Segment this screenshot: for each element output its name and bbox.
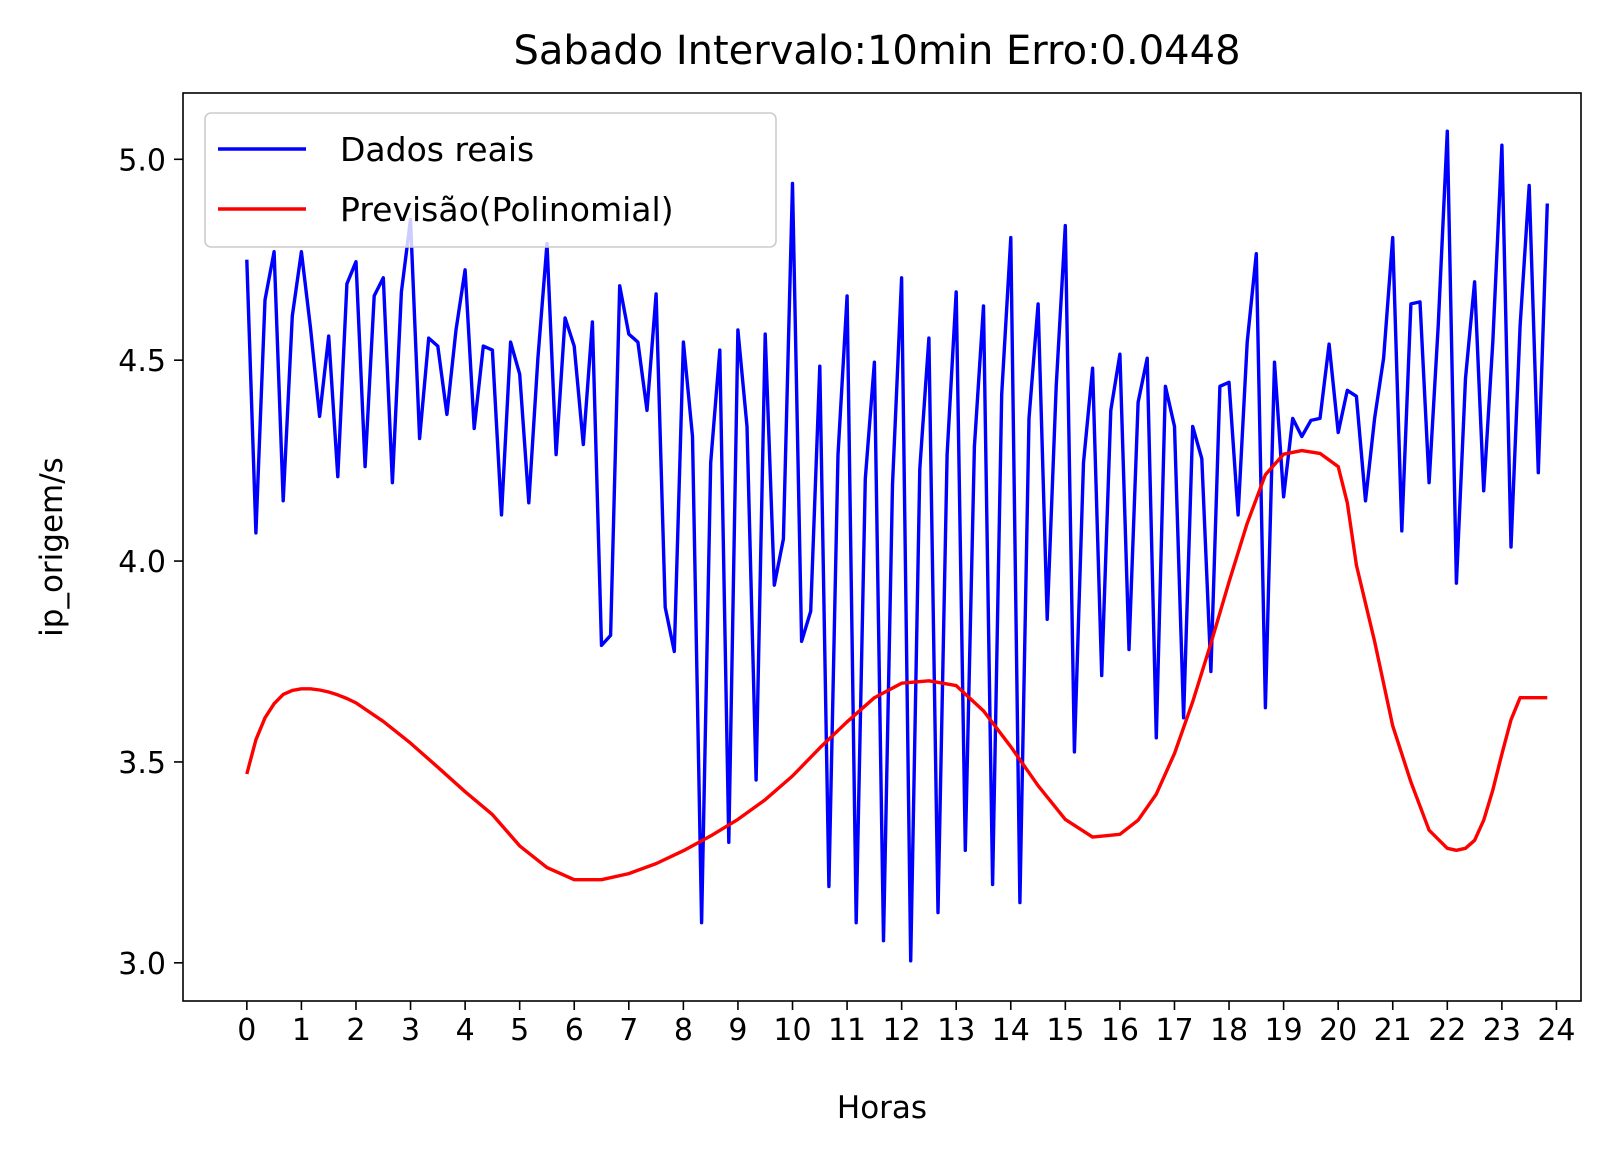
x-tick-label: 8 [674,1013,693,1048]
x-tick-label: 18 [1210,1013,1248,1048]
x-tick-label: 0 [237,1013,256,1048]
x-tick-label: 5 [510,1013,529,1048]
x-tick-label: 13 [937,1013,975,1048]
chart-title: Sabado Intervalo:10min Erro:0.0448 [513,28,1240,74]
x-tick-label: 1 [292,1013,311,1048]
x-tick-label: 11 [828,1013,866,1048]
x-tick-label: 15 [1046,1013,1084,1048]
x-axis: 0 1 2 3 4 5 6 7 8 9 10 11 12 13 14 15 16 17 18 19 20 21 22 23 24 [237,1001,1576,1048]
x-tick-label: 22 [1428,1013,1466,1048]
legend-label-dados-reais: Dados reais [340,130,534,169]
x-tick-label: 16 [1101,1013,1139,1048]
x-axis-label: Horas [837,1090,927,1126]
series-layer [245,129,1549,963]
y-axis: 3.0 3.5 4.0 4.5 5.0 [118,143,183,982]
plot-frame [182,92,1582,1002]
x-tick-label: 9 [728,1013,747,1048]
x-tick-label: 10 [773,1013,811,1048]
y-tick-label: 4.0 [118,545,166,580]
y-tick-label: 3.5 [118,746,166,781]
x-tick-label: 17 [1155,1013,1193,1048]
x-tick-label: 6 [565,1013,584,1048]
x-tick-label: 12 [883,1013,921,1048]
x-tick-label: 23 [1483,1013,1521,1048]
y-tick-label: 5.0 [118,143,166,178]
x-tick-label: 2 [346,1013,365,1048]
series-line-dados-reais [245,129,1549,963]
x-tick-label: 14 [992,1013,1030,1048]
series-line-previsao [245,448,1548,882]
legend-box [204,112,777,248]
y-tick-label: 3.0 [118,947,166,982]
y-tick-label: 4.5 [118,344,166,379]
legend-label-previsao: Previsão(Polinomial) [340,190,674,229]
x-tick-label: 19 [1265,1013,1303,1048]
x-tick-label: 3 [401,1013,420,1048]
x-tick-label: 21 [1374,1013,1412,1048]
y-axis-label: ip_origem/s [34,457,70,637]
x-tick-label: 20 [1319,1013,1357,1048]
x-tick-label: 24 [1537,1013,1575,1048]
x-tick-label: 4 [456,1013,475,1048]
legend: Dados reais Previsão(Polinomial) [204,112,777,248]
x-tick-label: 7 [619,1013,638,1048]
